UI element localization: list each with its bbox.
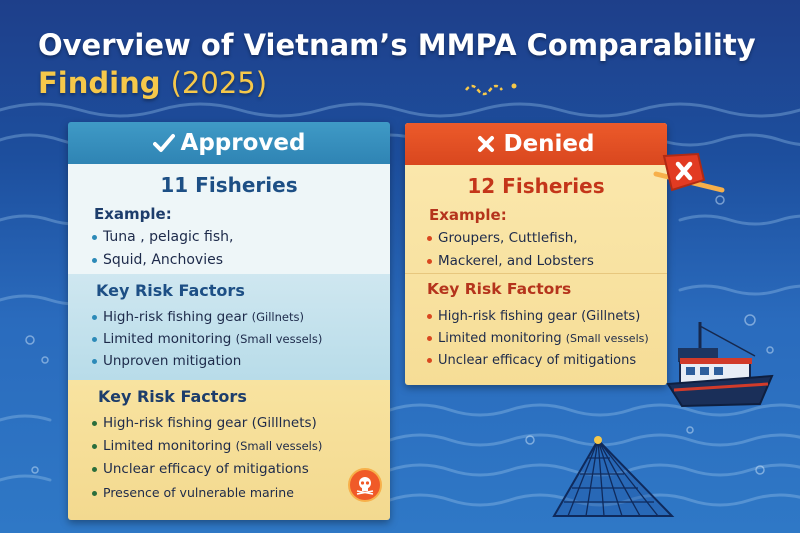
approved-count: 11 Fisheries: [160, 173, 298, 197]
fishing-net-icon: [552, 436, 675, 517]
approved-header-label: Approved: [180, 130, 306, 156]
danger-skull-icon: [348, 468, 382, 502]
denied-risk-list: High-risk fishing gear (Gillnets) Limite…: [427, 306, 667, 372]
list-item: Limited monitoring (Small vessels): [427, 328, 667, 350]
list-item: Unclear efficacy of mitigations: [92, 458, 390, 481]
list-item: High-risk fishing gear (Gillnets): [92, 306, 390, 328]
approved-fisheries-section: 11 Fisheries Example: Tuna , pelagic fis…: [68, 164, 390, 274]
list-item: Groupers, Cuttlefish,: [427, 227, 667, 250]
fishing-boat-icon: [666, 322, 774, 408]
approved-risk-list: High-risk fishing gear (Gillnets) Limite…: [92, 306, 390, 372]
page-title: Overview of Vietnam’s MMPA Comparability…: [38, 26, 756, 102]
list-item: Limited monitoring (Small vessels): [92, 328, 390, 350]
x-icon: [478, 136, 495, 152]
list-item: Squid, Anchovies: [92, 249, 390, 272]
denied-example-label: Example:: [429, 206, 507, 224]
list-item: Unproven mitigation: [92, 350, 390, 372]
denied-risk-title: Key Risk Factors: [427, 280, 572, 298]
denied-example-list: Groupers, Cuttlefish, Mackerel, and Lobs…: [427, 227, 667, 273]
list-item: High-risk fishing gear (Gillnets): [427, 306, 667, 328]
approved-example-label: Example:: [94, 205, 172, 223]
title-year: (2025): [170, 66, 268, 100]
list-item: Limited monitoring (Small vessels): [92, 435, 390, 458]
approved-header: Approved: [68, 122, 390, 164]
list-item: Presence of vulnerable marine: [92, 481, 390, 504]
denied-card: Denied 12 Fisheries Example: Groupers, C…: [405, 123, 667, 385]
denied-fisheries-section: 12 Fisheries Example: Groupers, Cuttlefi…: [405, 165, 667, 273]
approved-risk-section-2: Key Risk Factors High-risk fishing gear …: [68, 380, 390, 520]
approved-risk-list-2: High-risk fishing gear (Gilllnets) Limit…: [92, 412, 390, 504]
checkmark-icon: [152, 134, 175, 152]
list-item: Tuna , pelagic fish,: [92, 226, 390, 249]
approved-card: Approved 11 Fisheries Example: Tuna , pe…: [68, 122, 390, 520]
approved-risk-title: Key Risk Factors: [96, 281, 245, 300]
approved-risk-section: Key Risk Factors High-risk fishing gear …: [68, 274, 390, 380]
title-line-2: Finding (2025): [38, 64, 756, 102]
fish-hook-icon: [465, 83, 517, 96]
list-item: Unclear efficacy of mitigations: [427, 350, 667, 372]
title-line-1: Overview of Vietnam’s MMPA Comparability: [38, 28, 756, 62]
denied-header: Denied: [405, 123, 667, 165]
title-finding: Finding: [38, 66, 161, 100]
list-item: Mackerel, and Lobsters: [427, 250, 667, 273]
denied-header-label: Denied: [503, 131, 595, 157]
denied-stamp-icon: [653, 152, 725, 193]
list-item: High-risk fishing gear (Gilllnets): [92, 412, 390, 435]
approved-example-list: Tuna , pelagic fish, Squid, Anchovies: [92, 226, 390, 272]
denied-count: 12 Fisheries: [467, 174, 605, 198]
denied-risk-section: Key Risk Factors High-risk fishing gear …: [405, 273, 667, 372]
approved-risk-title-2: Key Risk Factors: [98, 387, 247, 406]
